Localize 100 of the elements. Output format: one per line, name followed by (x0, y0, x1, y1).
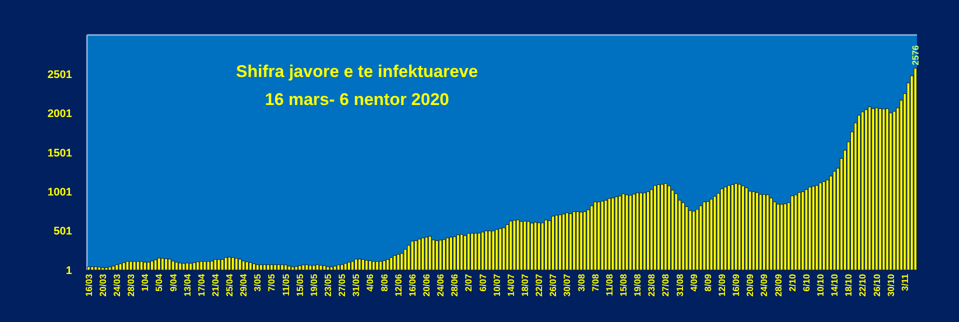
bar (298, 265, 302, 270)
bar (804, 189, 808, 270)
x-tick-label: 2/10 (787, 274, 798, 292)
bar (256, 264, 260, 270)
bar (160, 258, 164, 270)
bar (368, 260, 372, 270)
bar (509, 220, 512, 270)
bar (372, 261, 376, 270)
bar (488, 230, 492, 270)
x-tick-label: 20/09 (745, 274, 756, 297)
x-tick-label: 27/05 (337, 274, 348, 297)
bar (492, 230, 495, 270)
x-tick-label: 20/03 (98, 274, 108, 297)
bar (554, 214, 558, 270)
text: 16 mars- 6 nentor 2020 (264, 90, 450, 109)
bar (875, 108, 878, 270)
bar (98, 266, 101, 270)
bar (801, 191, 804, 270)
x-tick-label: 2/07 (464, 274, 474, 292)
y-tick-label: 1 (66, 264, 72, 277)
bar (396, 254, 400, 270)
bar (572, 211, 576, 270)
bar (347, 262, 351, 270)
bar (442, 239, 446, 270)
bar (432, 240, 436, 270)
bar (741, 186, 745, 270)
bar (316, 264, 319, 270)
bar (210, 260, 214, 270)
x-tick-label: 29/04 (238, 274, 249, 297)
x-tick-label: 1/04 (140, 274, 150, 292)
bar (129, 261, 132, 270)
bar (164, 258, 168, 270)
x-tick-label: 3/05 (252, 274, 263, 292)
bar (284, 264, 288, 270)
x-tick-label: 18/07 (520, 274, 530, 297)
bar (361, 259, 365, 270)
bar (537, 222, 541, 270)
bar (790, 196, 794, 270)
bar (832, 171, 836, 270)
x-tick-label: 22/10 (858, 274, 868, 297)
bar (622, 194, 625, 270)
bar (818, 182, 822, 270)
bar (206, 261, 210, 270)
x-tick-label: 30/10 (886, 274, 896, 297)
bar (780, 204, 784, 270)
bar (326, 266, 330, 270)
x-tick-label: 20/06 (422, 274, 432, 297)
bar (364, 260, 368, 270)
bar (234, 258, 238, 270)
y-tick-label: 1001 (48, 186, 72, 199)
x-tick-label: 31/08 (674, 274, 685, 297)
x-tick-label: 12/06 (393, 274, 404, 297)
bar (512, 220, 516, 270)
bar (186, 262, 189, 270)
bar (354, 258, 358, 270)
bar (115, 264, 118, 270)
bar (720, 188, 724, 270)
bar (614, 196, 618, 270)
x-tick-label: 9/04 (168, 274, 178, 292)
bar (94, 266, 98, 270)
x-tick-label: 28/06 (450, 274, 460, 297)
bar (192, 262, 196, 270)
bar (625, 194, 628, 270)
bar (586, 209, 590, 270)
bar (174, 262, 178, 270)
bar (386, 259, 390, 270)
x-tick-label: 16/06 (407, 274, 418, 297)
bar (526, 221, 530, 270)
bar (583, 211, 586, 270)
bar (692, 210, 696, 270)
bar (171, 260, 175, 270)
bar (699, 206, 702, 270)
x-tick-label: 23/05 (323, 274, 334, 297)
bar (590, 206, 594, 270)
bar (478, 232, 481, 270)
bar (410, 240, 414, 270)
bar (203, 261, 206, 270)
bar (390, 257, 393, 270)
bar (333, 266, 337, 270)
bar (551, 216, 555, 270)
bar (502, 227, 506, 270)
x-tick-label: 21/04 (210, 274, 220, 297)
bar (418, 238, 421, 270)
bar (238, 258, 242, 270)
bar (393, 255, 396, 270)
bar (248, 262, 252, 270)
bar (101, 267, 104, 270)
bar (523, 220, 526, 270)
bar (558, 214, 562, 270)
bar (639, 192, 643, 270)
bar (653, 185, 657, 270)
bar (565, 212, 569, 270)
bar (220, 259, 224, 270)
bar (727, 185, 731, 270)
bar (446, 238, 450, 270)
bar (404, 249, 407, 270)
bar (277, 264, 280, 270)
x-tick-label: 10/07 (492, 274, 502, 297)
bar (322, 265, 326, 270)
bar (628, 194, 632, 270)
